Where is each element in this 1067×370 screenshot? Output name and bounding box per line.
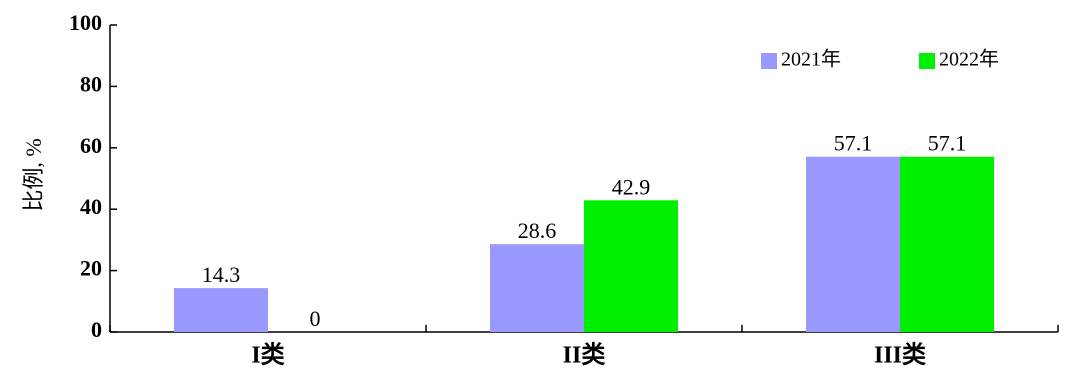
data-label: 57.1 <box>834 131 873 156</box>
bar <box>900 156 994 332</box>
data-label: 28.6 <box>518 218 557 243</box>
data-label: 14.3 <box>202 262 241 287</box>
y-tick-label: 60 <box>80 133 102 158</box>
y-tick-label: 20 <box>80 256 102 281</box>
x-category-label: III类 <box>874 342 927 369</box>
bar <box>174 288 268 332</box>
y-tick-label: 0 <box>91 317 102 342</box>
legend-swatch <box>761 53 777 69</box>
data-label: 42.9 <box>612 174 651 199</box>
data-label: 57.1 <box>928 131 967 156</box>
bars-group <box>174 156 994 332</box>
y-tick-label: 80 <box>80 71 102 96</box>
y-tick-label: 40 <box>80 194 102 219</box>
bar <box>806 156 900 332</box>
x-category-label: I类 <box>251 342 285 369</box>
legend-label: 2022年 <box>939 48 999 71</box>
y-axis: 0 20 40 60 80 100 <box>69 10 117 342</box>
bar <box>584 200 678 332</box>
data-label: 0 <box>310 306 321 331</box>
y-tick-label: 100 <box>69 10 102 35</box>
legend-label: 2021年 <box>781 48 841 71</box>
legend: 2021年 2022年 <box>761 48 999 71</box>
y-axis-title: 比例, % <box>21 138 46 211</box>
x-category-label: II类 <box>563 342 607 369</box>
data-labels-group: 14.3 0 28.6 42.9 57.1 57.1 <box>202 131 967 331</box>
bar <box>490 244 584 332</box>
legend-swatch <box>919 53 935 69</box>
